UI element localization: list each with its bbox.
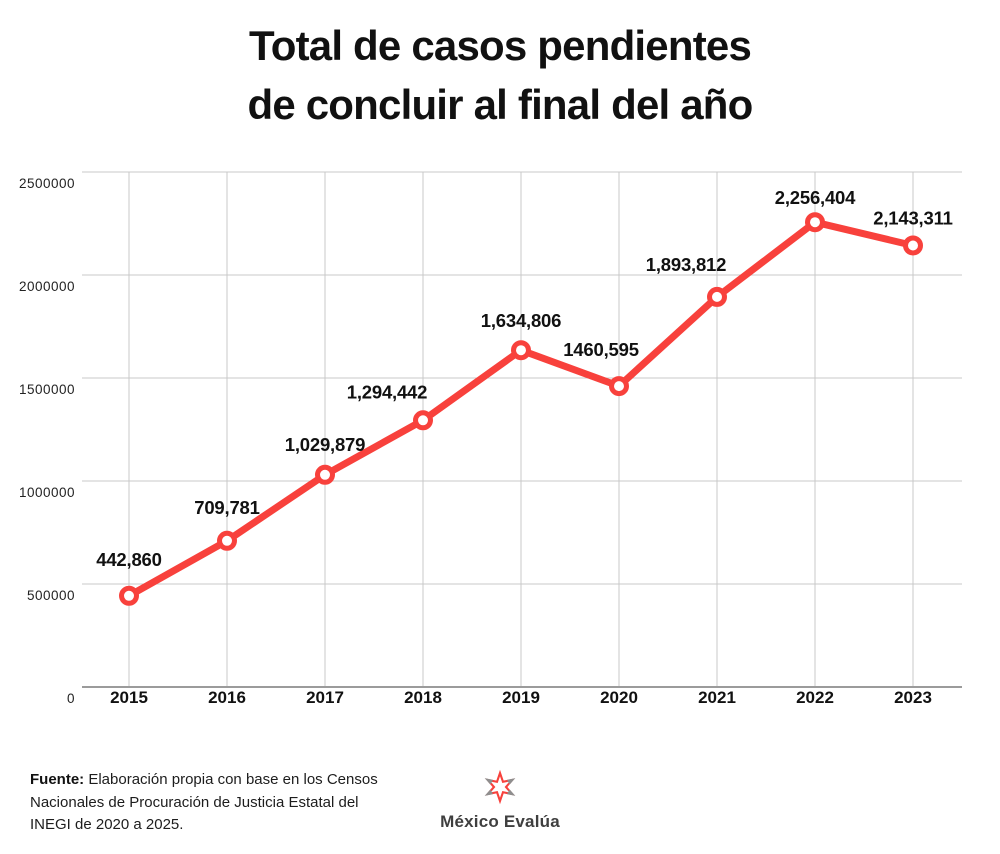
- data-point-label: 1,893,812: [646, 254, 727, 275]
- source-note: Fuente: Elaboración propia con base en l…: [30, 769, 386, 837]
- x-tick-label: 2018: [404, 688, 442, 707]
- data-point-marker: [315, 464, 335, 485]
- x-axis-tick-labels: 2015 2016 2017 2018 2019 2020 2021 2022 2023: [110, 688, 932, 707]
- y-tick-label: 2000000: [19, 279, 75, 294]
- data-point-label: 442,860: [96, 549, 161, 570]
- y-axis-tick-labels: 0 500000 1000000 1500000 2000000 2500000: [19, 176, 75, 706]
- data-point-label: 2,143,311: [873, 208, 952, 229]
- data-point-label: 1460,595: [563, 339, 639, 360]
- data-point-marker: [119, 585, 139, 606]
- x-tick-label: 2022: [796, 688, 834, 707]
- data-point-marker: [511, 340, 531, 361]
- x-tick-label: 2019: [502, 688, 540, 707]
- chart-title: Total de casos pendientes de concluir al …: [0, 16, 1000, 134]
- chart-title-line-2: de concluir al final del año: [247, 81, 753, 128]
- mexico-evalua-star-icon: [484, 769, 516, 805]
- x-tick-label: 2017: [306, 688, 344, 707]
- data-point-markers: [119, 212, 923, 606]
- x-tick-label: 2023: [894, 688, 932, 707]
- y-tick-label: 2500000: [19, 176, 75, 191]
- x-tick-label: 2016: [208, 688, 246, 707]
- chart-title-line-1: Total de casos pendientes: [248, 22, 752, 69]
- mexico-evalua-logo: México Evalúa: [420, 766, 580, 832]
- logo-wordmark: México Evalúa: [440, 812, 560, 831]
- data-point-marker: [707, 286, 727, 307]
- data-point-label: 1,294,442: [347, 381, 428, 402]
- data-point-marker: [609, 376, 629, 397]
- y-tick-label: 1000000: [19, 485, 75, 500]
- x-tick-label: 2021: [698, 688, 736, 707]
- data-point-label: 2,256,404: [775, 187, 856, 208]
- x-tick-label: 2020: [600, 688, 638, 707]
- data-point-marker: [413, 410, 433, 431]
- data-point-marker: [903, 235, 923, 256]
- source-text: Elaboración propia con base en los Censo…: [30, 771, 378, 833]
- vertical-gridlines: [128, 172, 914, 687]
- data-point-label: 709,781: [194, 497, 259, 518]
- data-point-marker: [805, 212, 825, 233]
- y-tick-label: 0: [67, 691, 75, 706]
- data-point-label: 1,634,806: [481, 310, 562, 331]
- data-point-labels: 442,860 709,781 1,029,879 1,294,442 1,634,80…: [96, 187, 953, 570]
- horizontal-gridlines: [82, 171, 962, 688]
- data-point-marker: [217, 530, 237, 551]
- x-tick-label: 2015: [110, 688, 148, 707]
- data-point-label: 1,029,879: [285, 434, 366, 455]
- y-tick-label: 500000: [27, 588, 75, 603]
- source-label: Fuente:: [30, 771, 85, 788]
- y-tick-label: 1500000: [19, 382, 75, 397]
